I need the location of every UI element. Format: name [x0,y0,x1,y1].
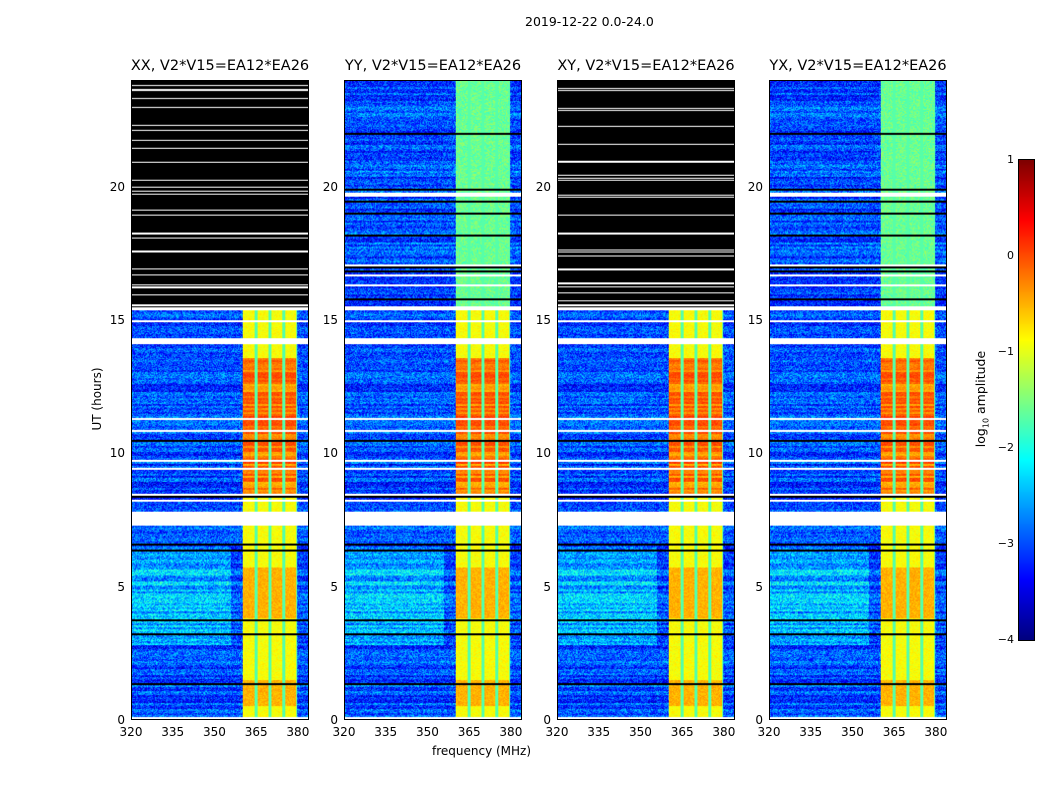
x-tick-label: 365 [670,725,694,739]
x-tick-label: 320 [332,725,356,739]
y-tick-label: 0 [117,713,125,727]
y-tick-label: 20 [747,179,763,194]
panel-title: YX, V2*V15=EA12*EA26 [769,58,947,74]
x-tick-label: 335 [374,725,398,739]
x-axis-label: frequency (MHz) [432,744,532,758]
x-tick-label: 350 [840,725,864,739]
panel-title: YY, V2*V15=EA12*EA26 [344,58,522,74]
y-axis-label: UT (hours) [90,367,104,431]
panel-title: XY, V2*V15=EA12*EA26 [557,58,735,74]
y-tick-label: 15 [109,313,125,327]
colorbar-label-rest: amplitude [973,350,988,418]
y-tick-label: 0 [755,713,763,727]
x-tick-label: 380 [924,725,948,739]
y-tick-label: 10 [535,446,551,461]
y-tick-label: 15 [322,313,338,327]
y-tick-label: 10 [109,446,125,461]
x-tick-label: 365 [882,725,906,739]
x-tick-label: 320 [757,725,781,739]
colorbar-tick-label: −3 [997,537,1014,550]
y-tick-label: 0 [543,713,551,727]
spectrogram-panel-1 [131,80,309,720]
colorbar-tick-label: 0 [1007,249,1014,262]
colorbar-tick-label: −4 [997,633,1014,646]
x-tick-label: 335 [799,725,823,739]
x-tick-label: 365 [244,725,268,739]
y-tick-label: 15 [747,313,763,327]
colorbar-tick-label: 1 [1007,153,1014,166]
x-tick-label: 350 [628,725,652,739]
y-tick-label: 10 [322,446,338,461]
y-tick-label: 15 [535,313,551,327]
spectrogram-panel-4 [769,80,947,720]
x-tick-label: 335 [587,725,611,739]
y-tick-label: 5 [117,579,125,594]
y-tick-label: 5 [330,579,338,594]
x-tick-label: 320 [119,725,143,739]
colorbar-label-sub: 10 [981,417,991,429]
y-tick-label: 5 [543,579,551,594]
x-tick-label: 365 [457,725,481,739]
x-tick-label: 380 [286,725,310,739]
x-tick-label: 380 [712,725,736,739]
y-tick-label: 0 [330,713,338,727]
y-tick-label: 5 [755,579,763,594]
colorbar-label: log10 amplitude [973,344,991,454]
y-tick-label: 20 [109,179,125,194]
x-tick-label: 380 [499,725,523,739]
panel-title: XX, V2*V15=EA12*EA26 [130,58,310,74]
x-tick-label: 320 [545,725,569,739]
y-tick-label: 10 [747,446,763,461]
colorbar [1018,159,1035,641]
x-tick-label: 335 [161,725,185,739]
x-tick-label: 350 [202,725,226,739]
colorbar-tick-label: −2 [997,441,1014,454]
colorbar-label-log: log [973,428,988,448]
y-tick-label: 20 [535,179,551,194]
x-tick-label: 350 [415,725,439,739]
y-tick-label: 20 [322,179,338,194]
spectrogram-panel-2 [344,80,522,720]
colorbar-tick-label: −1 [997,345,1014,358]
figure-suptitle: 2019-12-22 0.0-24.0 [525,14,654,29]
spectrogram-panel-3 [557,80,735,720]
